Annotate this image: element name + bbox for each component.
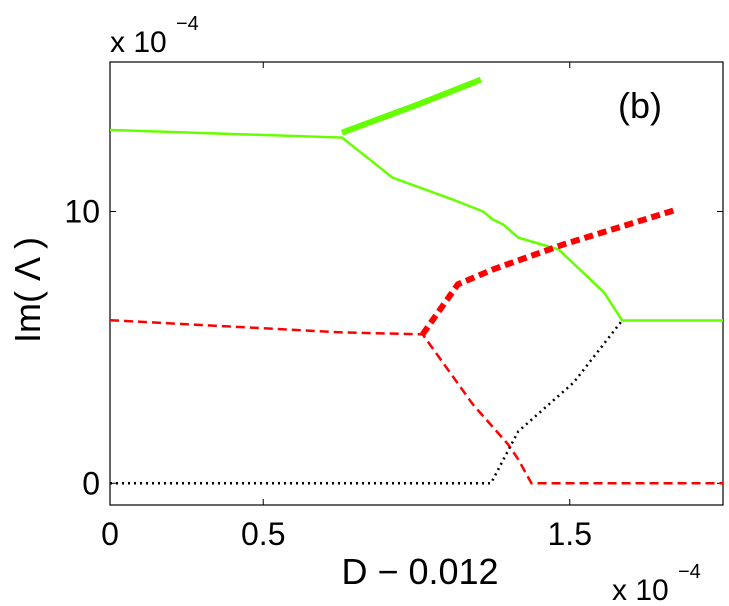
plot-area [109, 61, 724, 506]
line-series [420, 206, 678, 337]
line-series [109, 318, 723, 485]
line-series [109, 128, 723, 322]
x-tick-label: 0.5 [241, 516, 285, 552]
x-axis-label: D − 0.012 [341, 551, 498, 592]
line-series [110, 319, 624, 485]
y-tick-label: 10 [64, 193, 100, 229]
x-tick-label: 1.5 [548, 516, 592, 552]
y-tick-label: 0 [82, 465, 100, 501]
annotation: (b) [618, 85, 662, 126]
x-multiplier: x 10 [612, 574, 669, 606]
line-series [340, 76, 482, 136]
y-axis-label: Im( Λ ) [7, 237, 48, 343]
y-multiplier: x 10 [110, 26, 167, 59]
x-tick-label: 0 [101, 516, 119, 552]
x-multiplier-exponent: −4 [678, 561, 701, 583]
y-multiplier-exponent: −4 [176, 13, 199, 35]
